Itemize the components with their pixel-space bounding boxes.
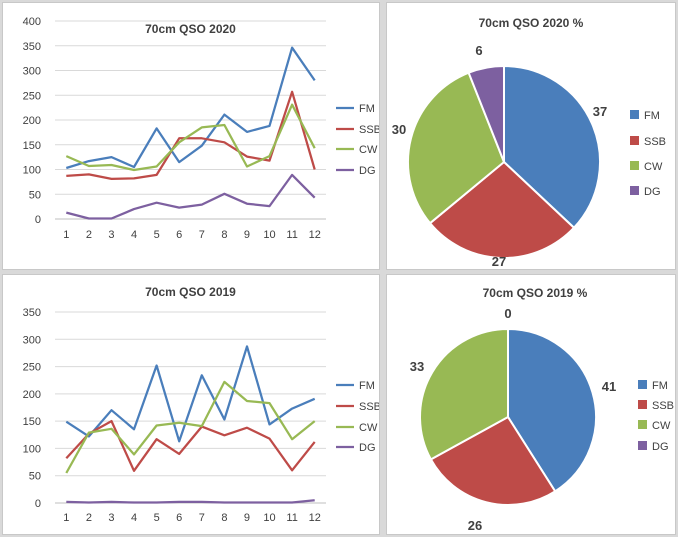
pie-slice-cw bbox=[419, 327, 509, 461]
line-chart-2019: 70cm QSO 2019 0 50 100 150 200 250 300 350 1 2 3 4 5 6… bbox=[2, 274, 380, 535]
x-tick-label: 2 bbox=[86, 229, 92, 241]
series-line-dg bbox=[66, 173, 316, 220]
legend-swatch-cw bbox=[630, 161, 639, 170]
legend-label-cw: CW bbox=[359, 144, 378, 156]
legend-swatch-ssb bbox=[630, 136, 639, 145]
slice-label-fm: 41 bbox=[602, 379, 616, 394]
y-tick-label: 200 bbox=[23, 115, 41, 127]
legend-swatch-ssb bbox=[638, 400, 647, 409]
x-tick-label: 9 bbox=[244, 229, 250, 241]
x-tick-label: 8 bbox=[221, 229, 227, 241]
chart-title: 70cm QSO 2019 % bbox=[483, 286, 588, 300]
series-line-fm bbox=[65, 345, 316, 443]
x-tick-label: 10 bbox=[263, 512, 275, 524]
legend-swatch-dg bbox=[638, 441, 647, 450]
chart-title: 70cm QSO 2019 bbox=[145, 285, 236, 299]
series-line-fm bbox=[65, 46, 316, 170]
legend-swatch-cw bbox=[638, 420, 647, 429]
legend-label-fm: FM bbox=[644, 110, 660, 122]
legend-label-dg: DG bbox=[644, 186, 661, 198]
chart-title: 70cm QSO 2020 bbox=[145, 22, 236, 36]
series-line-cw bbox=[65, 380, 316, 474]
pie-slice-ssb bbox=[428, 160, 576, 259]
x-tick-label: 1 bbox=[63, 229, 69, 241]
series-line-ssb bbox=[65, 419, 316, 472]
slice-label-cw: 30 bbox=[392, 122, 406, 137]
y-tick-label: 50 bbox=[29, 189, 41, 201]
series-line-dg bbox=[66, 499, 315, 504]
slice-label-dg: 0 bbox=[504, 306, 511, 321]
pie-chart-2019: 70cm QSO 2019 % 41 FM 26 SSB 33 CW 0 DG bbox=[386, 274, 676, 535]
x-tick-label: 11 bbox=[286, 229, 297, 241]
pie-slice-cw bbox=[407, 71, 506, 225]
x-tick-label: 7 bbox=[199, 229, 205, 241]
x-tick-label: 5 bbox=[154, 512, 160, 524]
pie-chart-2019-svg: 70cm QSO 2019 % 41 FM 26 SSB 33 CW 0 DG bbox=[410, 286, 674, 533]
legend-label-cw: CW bbox=[359, 422, 378, 434]
y-tick-label: 300 bbox=[23, 66, 41, 78]
legend-label-ssb: SSB bbox=[644, 136, 666, 148]
x-tick-label: 8 bbox=[221, 512, 227, 524]
x-tick-label: 6 bbox=[176, 229, 182, 241]
x-tick-label: 3 bbox=[108, 229, 114, 241]
y-tick-label: 0 bbox=[35, 498, 41, 510]
y-tick-label: 350 bbox=[23, 307, 41, 319]
x-tick-label: 10 bbox=[263, 229, 275, 241]
y-tick-label: 400 bbox=[23, 16, 41, 28]
x-tick-label: 4 bbox=[131, 229, 137, 241]
legend-swatch-dg bbox=[630, 186, 639, 195]
legend-label-fm: FM bbox=[359, 380, 375, 392]
pie-slice-ssb bbox=[429, 415, 557, 506]
legend-label-ssb: SSB bbox=[359, 401, 379, 413]
legend-label-dg: DG bbox=[359, 165, 376, 177]
x-tick-label: 5 bbox=[154, 229, 160, 241]
y-tick-label: 300 bbox=[23, 334, 41, 346]
pie-chart-2020: 70cm QSO 2020 % 37 FM 27 SSB 30 CW 6 DG bbox=[386, 2, 676, 270]
legend-swatch-fm bbox=[638, 380, 647, 389]
slice-label-ssb: 26 bbox=[468, 518, 482, 533]
slice-label-ssb: 27 bbox=[492, 254, 506, 269]
slice-label-dg: 6 bbox=[475, 43, 482, 58]
x-tick-label: 6 bbox=[176, 512, 182, 524]
slice-label-fm: 37 bbox=[593, 104, 607, 119]
x-tick-label: 3 bbox=[108, 512, 114, 524]
legend-label-dg: DG bbox=[359, 442, 376, 454]
x-tick-label: 11 bbox=[286, 512, 297, 524]
x-tick-label: 4 bbox=[131, 512, 137, 524]
legend-label-ssb: SSB bbox=[652, 400, 674, 412]
legend-label-fm: FM bbox=[359, 103, 375, 115]
y-tick-label: 50 bbox=[29, 471, 41, 483]
pie-slice-dg bbox=[467, 64, 505, 163]
series-line-cw bbox=[65, 103, 316, 172]
x-tick-label: 2 bbox=[86, 512, 92, 524]
x-tick-label: 7 bbox=[199, 512, 205, 524]
legend-swatch-fm bbox=[630, 110, 639, 119]
y-tick-label: 250 bbox=[23, 362, 41, 374]
y-tick-label: 100 bbox=[23, 165, 41, 177]
x-tick-label: 12 bbox=[309, 229, 321, 241]
legend-label-dg: DG bbox=[652, 441, 669, 453]
x-tick-label: 12 bbox=[309, 512, 321, 524]
x-tick-label: 1 bbox=[63, 512, 69, 524]
y-tick-label: 0 bbox=[35, 214, 41, 226]
y-tick-label: 150 bbox=[23, 416, 41, 428]
pie-chart-2020-svg: 70cm QSO 2020 % 37 FM 27 SSB 30 CW 6 DG bbox=[392, 16, 666, 269]
slice-label-cw: 33 bbox=[410, 359, 424, 374]
chart-title: 70cm QSO 2020 % bbox=[479, 16, 584, 30]
line-chart-2020: 70cm QSO 2020 0 50 100 150 200 250 300 350 400 1 2 3… bbox=[2, 2, 380, 270]
y-tick-label: 350 bbox=[23, 41, 41, 53]
y-tick-label: 250 bbox=[23, 90, 41, 102]
y-tick-label: 200 bbox=[23, 389, 41, 401]
legend-label-cw: CW bbox=[644, 161, 663, 173]
legend-label-cw: CW bbox=[652, 420, 671, 432]
pie-slice-fm bbox=[503, 64, 601, 230]
legend-label-ssb: SSB bbox=[359, 124, 379, 136]
x-tick-label: 9 bbox=[244, 512, 250, 524]
y-tick-label: 100 bbox=[23, 443, 41, 455]
y-tick-label: 150 bbox=[23, 140, 41, 152]
legend-label-fm: FM bbox=[652, 380, 668, 392]
